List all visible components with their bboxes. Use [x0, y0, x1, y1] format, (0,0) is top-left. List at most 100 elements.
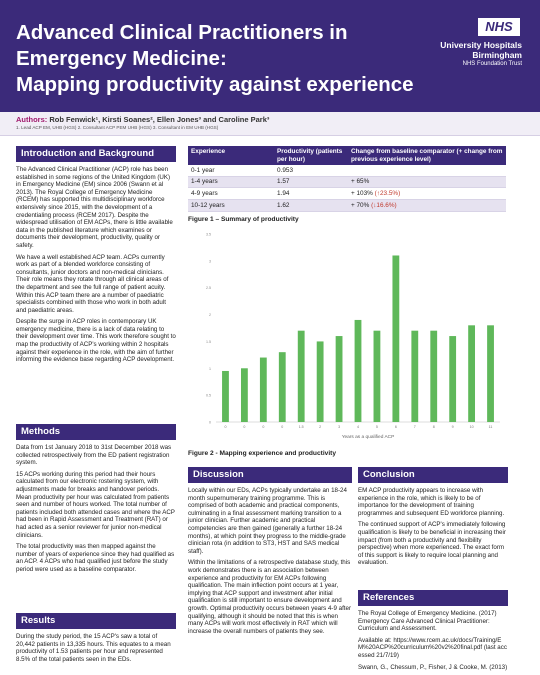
y-tick-label: 2 [209, 313, 211, 317]
x-tick-label: 1.5 [299, 425, 304, 429]
table-cell-productivity: 1.94 [274, 187, 348, 200]
results-paragraph-1: During the study period, the 15 ACP's sa… [16, 633, 171, 663]
table-header-change: Change from baseline comparator (+ chang… [348, 146, 506, 166]
y-tick-label: 3.5 [206, 233, 211, 237]
methods-paragraph-1: Data from 1st January 2018 to 31st Decem… [16, 444, 172, 467]
table-header-productivity: Productivity (patients per hour) [274, 146, 348, 166]
affiliations: 1. Lead ACP EM, UHB (HGS) 2. Consultant … [16, 125, 219, 130]
change-delta: (↑23.5%) [374, 189, 401, 197]
table-header-experience: Experience [188, 146, 274, 166]
change-delta: (↓16.6%) [371, 201, 397, 209]
poster-title: Advanced Clinical Practitioners in Emerg… [16, 20, 416, 98]
table-cell-productivity: 1.57 [274, 176, 348, 189]
authors-bar: Authors: Rob Fenwick¹, Kirsti Soanes², E… [0, 112, 540, 136]
intro-paragraph-1: The Advanced Clinical Practitioner (ACP)… [16, 166, 173, 249]
table-row: 4-9 years 1.94 + 103% (↑23.5%) [188, 187, 506, 200]
conclusion-paragraph-2: The continued support of ACP's immediate… [358, 521, 506, 567]
chart-bar [222, 370, 229, 422]
x-tick-label: 0 [224, 425, 226, 429]
trust-name: University Hospitals Birmingham NHS Foun… [412, 40, 522, 69]
y-tick-label: 0 [209, 421, 211, 425]
conclusion-heading: Conclusion [358, 467, 508, 483]
discussion-paragraph-2: Within the limitations of a retrospectiv… [188, 559, 352, 635]
intro-text: The Advanced Clinical Practitioner (ACP)… [16, 166, 176, 368]
x-tick-label: 10 [470, 425, 474, 429]
figure-1-caption: Figure 1 – Summary of productivity [188, 216, 299, 223]
conclusion-text: EM ACP productivity appears to increase … [358, 487, 508, 571]
authors-names: Rob Fenwick¹, Kirsti Soanes², Ellen Jone… [49, 115, 270, 124]
table-header-row: Experience Productivity (patients per ho… [188, 146, 506, 166]
chart-bar [259, 357, 267, 422]
title-line-3: Mapping productivity against experience [16, 73, 414, 96]
title-line-1: Advanced Clinical Practitioners in [16, 21, 348, 44]
x-tick-label: 3 [338, 425, 340, 429]
chart-bar [335, 336, 343, 422]
x-tick-label: 0 [262, 425, 264, 429]
discussion-heading: Discussion [188, 467, 352, 483]
trust-line-2: Birmingham [472, 50, 522, 60]
change-value: + 70% [351, 201, 372, 209]
productivity-table: Experience Productivity (patients per ho… [188, 146, 506, 212]
results-text: During the study period, the 15 ACP's sa… [16, 633, 176, 667]
x-tick-label: 8 [433, 425, 435, 429]
results-heading: Results [16, 613, 176, 629]
table-row: 10-12 years 1.62 + 70% (↓16.6%) [188, 199, 506, 212]
table-cell-change: + 65% [348, 176, 506, 189]
table-cell-productivity: 1.62 [274, 199, 348, 212]
conclusion-paragraph-1: EM ACP productivity appears to increase … [358, 487, 505, 517]
methods-paragraph-3: The total productivity was then mapped a… [16, 543, 175, 573]
table-cell-experience: 4-9 years [188, 187, 274, 200]
figure-2-caption: Figure 2 - Mapping experience and produc… [188, 450, 337, 457]
table-row: 0-1 year 0.953 [188, 165, 506, 177]
poster-header: Advanced Clinical Practitioners in Emerg… [0, 0, 540, 112]
methods-text: Data from 1st January 2018 to 31st Decem… [16, 444, 176, 578]
reference-1-link: Available at: https://www.rcem.ac.uk/doc… [358, 636, 507, 659]
x-tick-label: 7 [414, 425, 416, 429]
references-text: The Royal College of Emergency Medicine.… [358, 610, 508, 675]
discussion-paragraph-1: Locally within our EDs, ACPs typically u… [188, 487, 347, 555]
productivity-chart: 0 0.5 1 1.5 2 2.5 3 3.5 0 0 0 0 1.5 2 3 4 5 6 7 8 9 10 11 Years… [206, 233, 500, 440]
authors-line: Authors: Rob Fenwick¹, Kirsti Soanes², E… [16, 115, 269, 124]
chart-bar [468, 325, 476, 422]
table-cell-change: + 103% (↑23.5%) [348, 187, 506, 200]
title-line-2: Emergency Medicine: [16, 47, 227, 70]
table-cell-productivity: 0.953 [274, 165, 348, 177]
x-tick-label: 5 [376, 425, 378, 429]
chart-bar [430, 330, 438, 422]
x-tick-label: 4 [357, 425, 359, 429]
chart-bar [297, 330, 305, 422]
table-cell-experience: 1-4 years [188, 176, 274, 189]
x-tick-label: 0 [281, 425, 283, 429]
chart-bar [354, 319, 362, 422]
x-tick-label: 0 [243, 425, 245, 429]
chart-bar [316, 341, 324, 422]
trust-line-3: NHS Foundation Trust [462, 61, 522, 67]
y-tick-label: 1.5 [206, 340, 211, 344]
x-tick-label: 11 [489, 425, 493, 429]
table-row: 1-4 years 1.57 + 65% [188, 176, 506, 189]
reference-1: The Royal College of Emergency Medicine.… [358, 610, 497, 633]
y-tick-label: 2.5 [206, 286, 211, 290]
chart-bar [240, 368, 248, 422]
table-cell-experience: 10-12 years [188, 199, 274, 212]
methods-heading: Methods [16, 424, 176, 440]
chart-bar [278, 352, 286, 422]
y-tick-label: 3 [209, 259, 211, 263]
discussion-text: Locally within our EDs, ACPs typically u… [188, 487, 352, 639]
x-axis-label: Years as a qualified ACP [342, 434, 395, 440]
y-tick-label: 1 [209, 367, 211, 371]
table-cell-experience: 0-1 year [188, 165, 274, 177]
intro-paragraph-3: Despite the surge in ACP roles in contem… [16, 318, 176, 364]
chart-bar [487, 325, 494, 422]
references-heading: References [358, 590, 508, 606]
chart-bar [373, 330, 381, 422]
table-cell-change [348, 165, 506, 177]
trust-line-1: University Hospitals [440, 40, 522, 50]
intro-heading: Introduction and Background [16, 146, 176, 162]
reference-2: Swann, G., Chessum, P., Fisher, J & Cook… [358, 663, 508, 671]
chart-bar [411, 330, 419, 422]
intro-paragraph-2: We have a well established ACP team. ACP… [16, 253, 169, 314]
chart-bar [392, 255, 400, 422]
chart-bar [449, 336, 457, 422]
nhs-logo: NHS [478, 18, 520, 36]
